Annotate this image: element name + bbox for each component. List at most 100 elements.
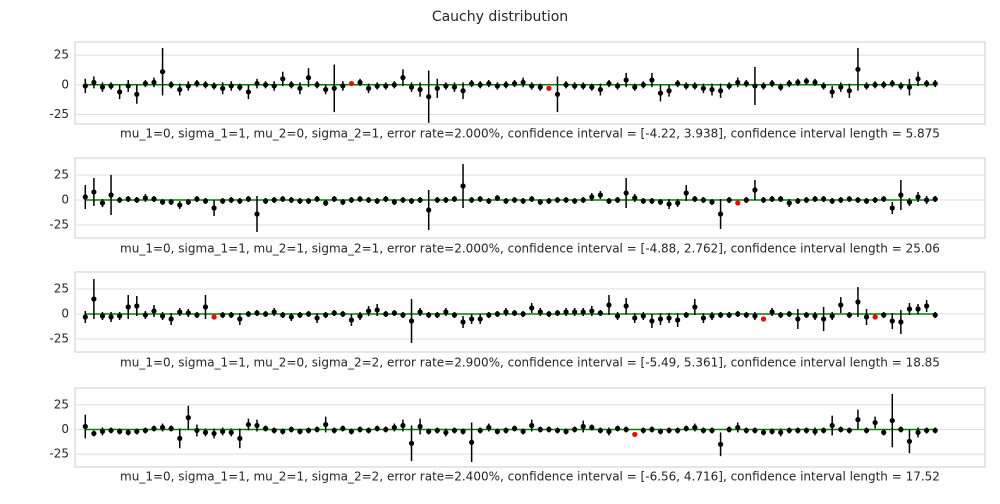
point — [906, 199, 913, 205]
point — [760, 197, 767, 203]
point — [159, 313, 166, 319]
point — [838, 302, 844, 308]
point — [168, 199, 174, 205]
point — [726, 83, 732, 89]
point — [537, 309, 543, 315]
figure-title: Cauchy distribution — [432, 9, 568, 25]
point — [829, 89, 835, 95]
point — [554, 197, 561, 203]
point — [640, 427, 646, 434]
point — [640, 198, 646, 204]
point — [117, 428, 123, 435]
point — [803, 78, 810, 84]
point — [692, 83, 698, 89]
point — [726, 197, 732, 203]
point — [906, 306, 913, 312]
y-tick-label: -25 — [49, 332, 69, 346]
point — [529, 305, 535, 311]
point — [760, 429, 767, 436]
point — [700, 315, 707, 321]
y-tick-label: 25 — [54, 397, 69, 411]
point — [778, 84, 784, 90]
point — [494, 311, 500, 317]
point — [125, 429, 131, 436]
point — [666, 88, 672, 94]
point — [855, 299, 861, 305]
point — [323, 200, 329, 206]
point — [477, 427, 483, 434]
point — [262, 198, 269, 204]
point — [417, 423, 423, 430]
point — [254, 310, 260, 316]
point — [331, 196, 337, 202]
point — [271, 309, 277, 315]
point — [297, 85, 303, 91]
point — [185, 83, 191, 89]
point — [486, 80, 492, 87]
point — [494, 428, 500, 435]
point — [125, 196, 131, 202]
point — [391, 82, 397, 88]
point — [863, 427, 870, 434]
point — [220, 198, 226, 204]
point — [614, 313, 621, 319]
point — [417, 197, 423, 203]
point — [357, 79, 363, 86]
point — [202, 304, 209, 310]
point — [649, 318, 655, 324]
point — [228, 83, 234, 89]
point — [366, 197, 372, 203]
point — [846, 312, 852, 318]
point — [898, 83, 904, 89]
point — [408, 318, 415, 324]
point — [391, 424, 397, 431]
point — [408, 440, 415, 446]
point — [366, 85, 372, 91]
point — [898, 319, 904, 325]
point — [752, 83, 758, 89]
point — [211, 314, 217, 320]
point — [554, 310, 561, 316]
point — [331, 310, 337, 316]
point — [340, 425, 346, 432]
y-tick-label: 25 — [54, 48, 69, 62]
point — [554, 427, 561, 434]
point — [245, 421, 252, 428]
point — [443, 429, 449, 436]
y-tick-label: 0 — [61, 77, 69, 91]
point — [692, 304, 698, 310]
point — [297, 198, 303, 204]
point — [271, 83, 277, 89]
point — [683, 425, 689, 432]
point — [898, 192, 904, 198]
y-tick-label: -25 — [49, 218, 69, 232]
point — [91, 189, 97, 195]
point — [117, 313, 123, 319]
point — [795, 198, 801, 204]
point — [735, 79, 741, 86]
point — [417, 86, 423, 93]
point — [529, 83, 535, 89]
point — [932, 427, 938, 434]
point — [657, 199, 664, 205]
point — [743, 312, 749, 318]
point — [640, 82, 646, 88]
point — [572, 83, 578, 89]
point — [640, 313, 646, 319]
point — [460, 88, 466, 94]
point — [99, 200, 106, 206]
point — [606, 198, 612, 204]
point — [486, 424, 492, 431]
point — [924, 427, 930, 434]
point — [915, 429, 921, 436]
point — [494, 195, 500, 201]
point — [426, 428, 432, 435]
point — [572, 198, 578, 204]
point — [477, 82, 483, 88]
point — [185, 415, 191, 421]
point — [82, 194, 88, 200]
point — [202, 198, 209, 204]
point — [305, 311, 312, 317]
point — [159, 424, 166, 431]
point — [323, 86, 329, 93]
